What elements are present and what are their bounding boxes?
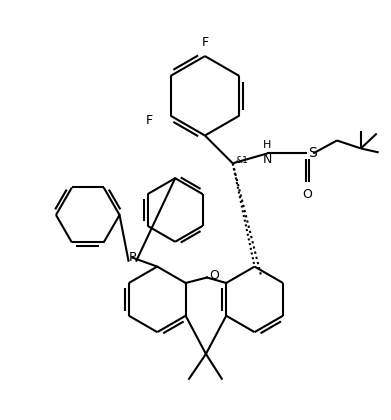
Text: F: F [201, 36, 208, 49]
Text: &1: &1 [236, 156, 249, 165]
Text: O: O [209, 269, 219, 282]
Text: F: F [146, 114, 153, 127]
Text: N: N [263, 153, 272, 166]
Text: O: O [302, 188, 312, 201]
Text: P: P [129, 251, 136, 264]
Text: S: S [308, 147, 317, 160]
Text: H: H [263, 140, 272, 150]
